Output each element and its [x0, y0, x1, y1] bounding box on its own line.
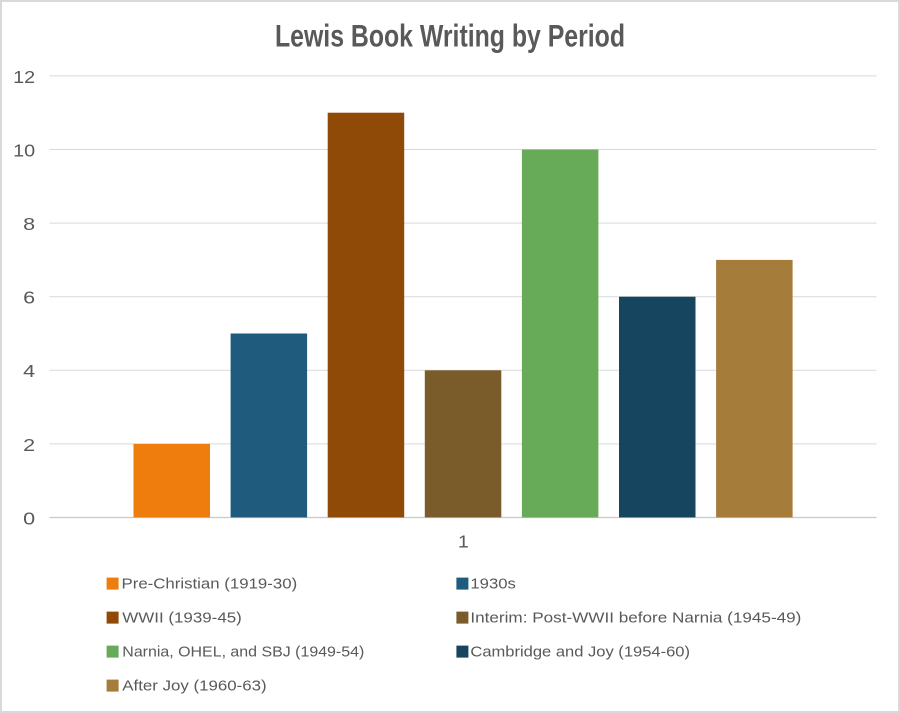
svg-text:8: 8: [23, 214, 35, 234]
svg-text:Lewis Book Writing by Period: Lewis Book Writing by Period: [275, 17, 625, 53]
svg-text:After Joy (1960-63): After Joy (1960-63): [122, 677, 266, 694]
svg-text:1: 1: [458, 532, 469, 552]
svg-text:4: 4: [23, 361, 35, 381]
svg-text:2: 2: [23, 435, 35, 455]
svg-text:Narnia, OHEL, and SBJ (1949-54: Narnia, OHEL, and SBJ (1949-54): [122, 643, 364, 660]
svg-text:0: 0: [23, 508, 35, 528]
svg-text:1930s: 1930s: [470, 575, 516, 592]
svg-text:12: 12: [13, 67, 35, 87]
svg-text:Interim: Post-WWII before Narn: Interim: Post-WWII before Narnia (1945-4…: [470, 609, 801, 626]
svg-text:6: 6: [23, 288, 35, 308]
svg-text:Cambridge and Joy (1954-60): Cambridge and Joy (1954-60): [470, 643, 690, 660]
svg-text:Pre-Christian (1919-30): Pre-Christian (1919-30): [122, 575, 298, 592]
svg-text:WWII (1939-45): WWII (1939-45): [122, 609, 241, 626]
svg-text:10: 10: [13, 140, 35, 160]
